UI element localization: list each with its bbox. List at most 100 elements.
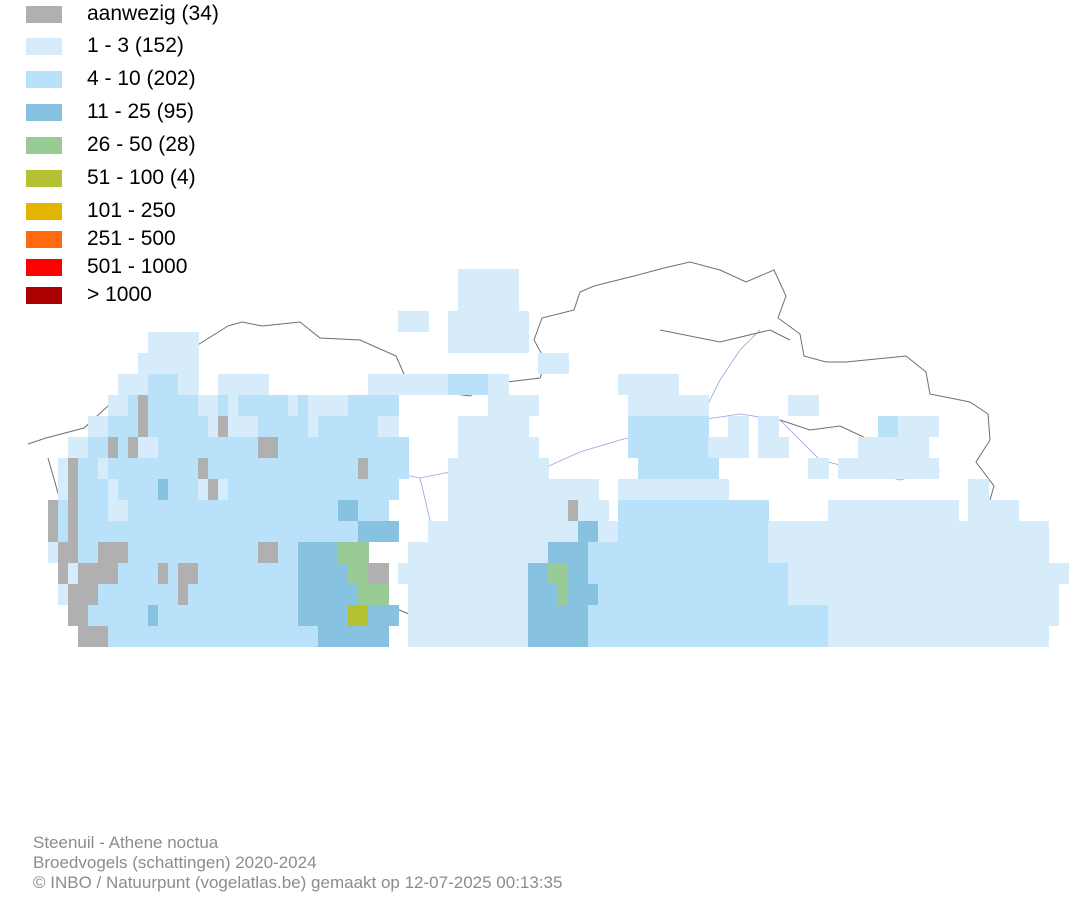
grid-cell [178, 332, 199, 353]
grid-cell [578, 479, 599, 500]
legend-item: 501 - 1000 [26, 255, 286, 279]
grid-cell [488, 332, 509, 353]
legend-swatch [26, 38, 62, 55]
grid-cell [1038, 584, 1059, 605]
grid-cell [368, 563, 389, 584]
grid-cell [728, 437, 749, 458]
grid-cell [488, 374, 509, 395]
grid-cell [378, 521, 399, 542]
grid-cell [378, 479, 399, 500]
grid-cells [48, 269, 1069, 647]
legend-swatch [26, 104, 62, 121]
grid-cell [378, 605, 399, 626]
legend-item: 11 - 25 (95) [26, 100, 286, 124]
grid-cell [688, 416, 709, 437]
grid-cell [368, 500, 389, 521]
grid-cell [638, 374, 659, 395]
legend-item: 251 - 500 [26, 227, 286, 251]
legend-label: 251 - 500 [87, 227, 176, 250]
grid-cell [378, 416, 399, 437]
grid-cell [858, 458, 879, 479]
map-caption: Steenuil - Athene noctua Broedvogels (sc… [33, 833, 562, 893]
grid-cell [348, 542, 369, 563]
species-name: Steenuil - Athene noctua [33, 833, 219, 852]
legend-item: 4 - 10 (202) [26, 67, 286, 91]
legend-label: 101 - 250 [87, 199, 176, 222]
legend-label: > 1000 [87, 283, 152, 306]
grid-cell [658, 374, 679, 395]
grid-cell [618, 374, 639, 395]
legend-item: 1 - 3 (152) [26, 34, 286, 58]
grid-cell [378, 395, 399, 416]
grid-cell [518, 395, 539, 416]
legend-item: 26 - 50 (28) [26, 133, 286, 157]
grid-cell [808, 458, 829, 479]
grid-cell [918, 416, 939, 437]
grid-cell [468, 290, 489, 311]
grid-cell [768, 437, 789, 458]
grid-cell [938, 500, 959, 521]
legend-label: 4 - 10 (202) [87, 67, 196, 90]
grid-cell [468, 269, 489, 290]
legend-swatch [26, 231, 62, 248]
grid-cell [868, 500, 889, 521]
legend-item: aanwezig (34) [26, 2, 286, 26]
legend-swatch [26, 203, 62, 220]
legend-item: 101 - 250 [26, 199, 286, 223]
grid-cell [968, 479, 989, 500]
grid-cell [1028, 542, 1049, 563]
grid-cell [728, 416, 749, 437]
legend-swatch [26, 287, 62, 304]
grid-cell [368, 584, 389, 605]
grid-cell [548, 353, 569, 374]
legend-label: 501 - 1000 [87, 255, 188, 278]
grid-cell [878, 416, 899, 437]
grid-cell [878, 437, 899, 458]
grid-cell [708, 437, 729, 458]
grid-cell [1048, 563, 1069, 584]
grid-cell [498, 290, 519, 311]
legend-swatch [26, 6, 62, 23]
grid-cell [758, 416, 779, 437]
legend-label: aanwezig (34) [87, 2, 219, 25]
legend-label: 26 - 50 (28) [87, 133, 196, 156]
grid-cell [858, 437, 879, 458]
dataset-subtitle: Broedvogels (schattingen) 2020-2024 [33, 853, 317, 872]
grid-cell [918, 458, 939, 479]
grid-cell [388, 458, 409, 479]
grid-cell [478, 437, 499, 458]
grid-cell [688, 395, 709, 416]
legend-swatch [26, 137, 62, 154]
grid-cell [1028, 626, 1049, 647]
grid-cell [978, 500, 999, 521]
grid-cell [708, 479, 729, 500]
grid-cell [508, 311, 529, 332]
legend-swatch [26, 170, 62, 187]
legend-label: 11 - 25 (95) [87, 100, 194, 123]
legend-label: 1 - 3 (152) [87, 34, 184, 57]
grid-cell [528, 458, 549, 479]
grid-map [27, 261, 1069, 647]
legend-swatch [26, 71, 62, 88]
grid-cell [748, 500, 769, 521]
grid-cell [498, 269, 519, 290]
legend-item: > 1000 [26, 283, 286, 307]
grid-cell [178, 353, 199, 374]
grid-cell [898, 458, 919, 479]
grid-cell [428, 374, 449, 395]
credit-line: © INBO / Natuurpunt (vogelatlas.be) gema… [33, 873, 563, 892]
grid-cell [248, 374, 269, 395]
grid-cell [908, 437, 929, 458]
grid-cell [178, 374, 199, 395]
grid-cell [828, 500, 849, 521]
grid-cell [518, 437, 539, 458]
grid-cell [698, 458, 719, 479]
grid-cell [848, 500, 869, 521]
grid-cell [918, 500, 939, 521]
grid-cell [798, 395, 819, 416]
legend-label: 51 - 100 (4) [87, 166, 196, 189]
legend-swatch [26, 259, 62, 276]
grid-cell [688, 437, 709, 458]
grid-cell [388, 437, 409, 458]
grid-cell [408, 311, 429, 332]
